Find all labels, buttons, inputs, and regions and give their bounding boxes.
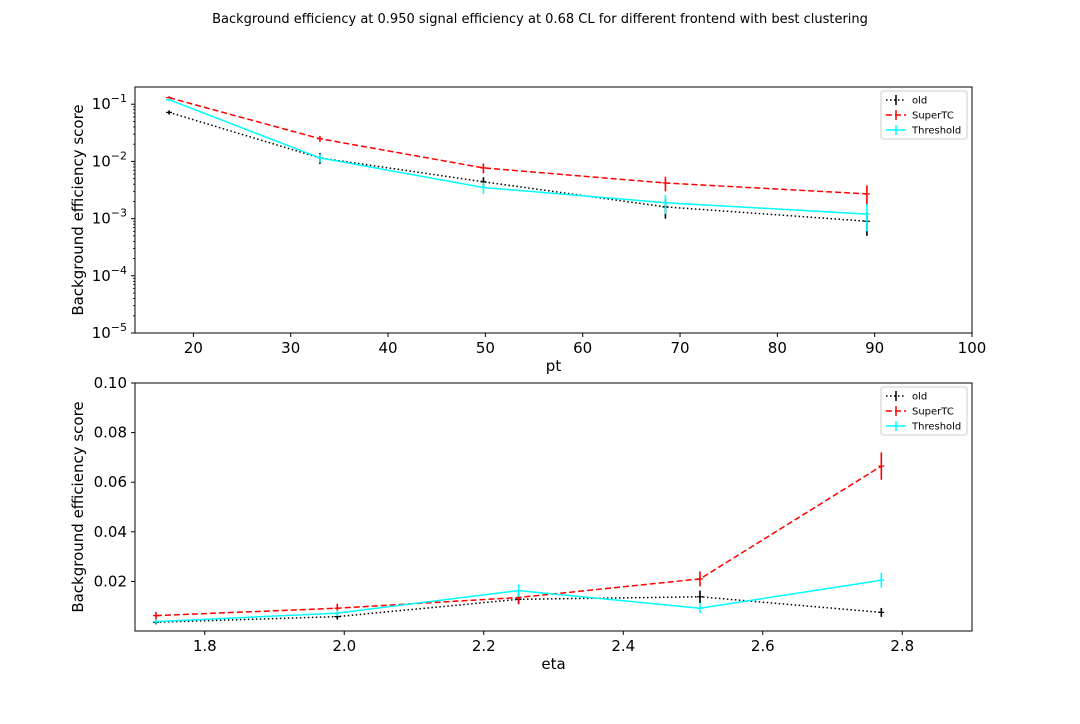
plot-panel-1: 1.8 2.0 2.2 2.4 2.6 2.8 0.02 0.04 0.06 0.08 0.10 et… [69, 374, 973, 673]
x-tick-label: 20 [184, 339, 203, 357]
x-tick-label: 50 [476, 339, 495, 357]
legend: old SuperTC Threshold [880, 90, 968, 140]
x-tick-label: 2.4 [611, 637, 635, 655]
y-tick-label: 10−1 [92, 92, 127, 113]
series-supertc [152, 452, 885, 620]
y-tick-label: 10−3 [92, 207, 127, 228]
x-tick-label: 1.8 [193, 637, 217, 655]
series-supertc [166, 96, 870, 207]
series-line [168, 99, 867, 215]
y-tick-label: 10−4 [92, 264, 127, 285]
x-tick-label: 30 [281, 339, 300, 357]
x-tick-label: 2.0 [332, 637, 356, 655]
legend-label-supertc: SuperTC [912, 111, 954, 122]
series-old [166, 110, 870, 236]
legend-label-threshold: Threshold [911, 126, 961, 137]
x-tick-label: 2.6 [751, 637, 775, 655]
axes-frame [134, 86, 973, 334]
legend-label-threshold: Threshold [911, 422, 961, 433]
y-tick-label: 0.04 [94, 523, 127, 541]
y-tick-label: 0.10 [94, 374, 127, 392]
axes-frame [134, 382, 973, 632]
y-tick-label: 0.06 [94, 473, 127, 491]
series-line [168, 96, 867, 195]
y-tick-label: 0.02 [94, 572, 127, 590]
series-line [155, 596, 882, 624]
x-axis-label: eta [541, 655, 565, 673]
x-tick-label: 40 [378, 339, 397, 357]
series-line [168, 111, 867, 222]
y-tick-label: 0.08 [94, 424, 127, 442]
x-axis-label: pt [546, 357, 562, 375]
legend-label-old: old [912, 96, 927, 107]
legend-label-supertc: SuperTC [912, 407, 954, 418]
x-tick-label: 80 [768, 339, 787, 357]
x-tick-label: 2.2 [472, 637, 496, 655]
series-threshold [166, 98, 870, 232]
figure-suptitle: Background efficiency at 0.950 signal ef… [212, 12, 868, 27]
series-threshold [152, 572, 885, 624]
y-tick-label: 10−5 [92, 321, 127, 342]
plot-panel-0: 20 30 40 50 60 70 80 90 100 10−5 10−4 10−3 10−2 10−1 p… [69, 86, 987, 375]
y-axis-label: Background efficiency score [69, 104, 87, 315]
x-tick-label: 70 [670, 339, 689, 357]
legend-box [880, 90, 968, 140]
x-tick-label: 60 [573, 339, 592, 357]
legend-box [880, 386, 968, 436]
x-tick-label: 2.8 [890, 637, 914, 655]
x-tick-label: 100 [958, 339, 987, 357]
y-tick-label: 10−2 [92, 149, 127, 170]
y-axis-label: Background efficiency score [69, 401, 87, 612]
x-tick-label: 90 [865, 339, 884, 357]
legend: old SuperTC Threshold [880, 386, 968, 436]
legend-label-old: old [912, 392, 927, 403]
